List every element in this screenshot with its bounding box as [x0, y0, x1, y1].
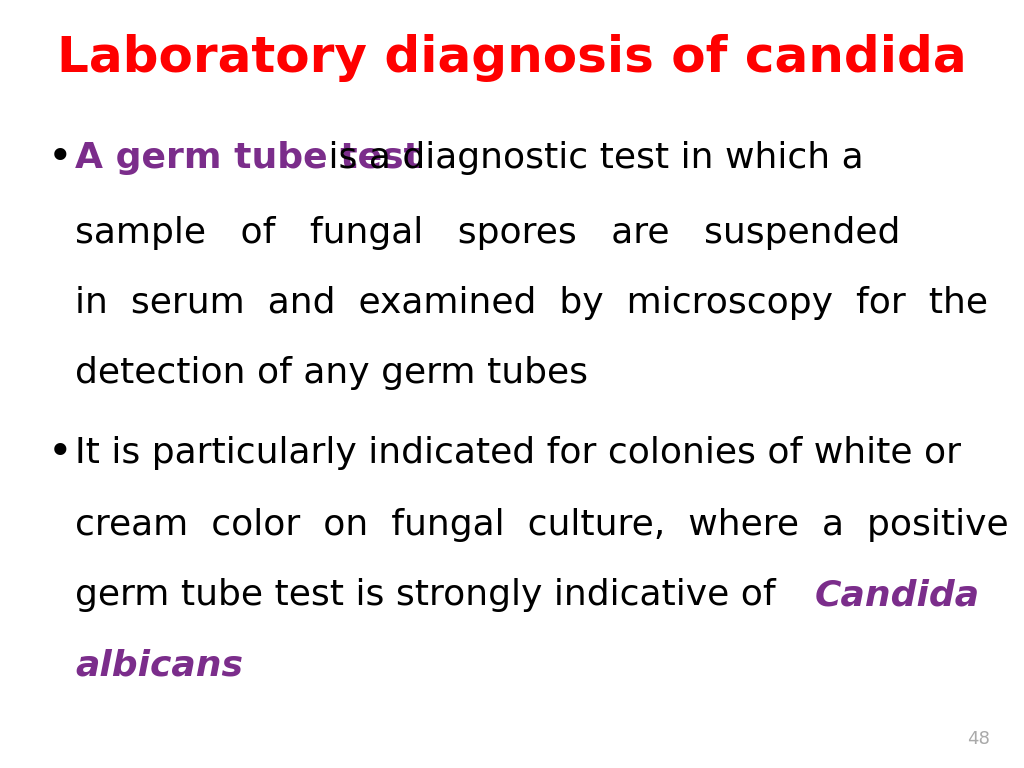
Text: is a diagnostic test in which a: is a diagnostic test in which a: [317, 141, 863, 175]
Text: cream  color  on  fungal  culture,  where  a  positive: cream color on fungal culture, where a p…: [75, 508, 1009, 542]
Text: •: •: [48, 432, 73, 474]
Text: A germ tube test: A germ tube test: [75, 141, 421, 175]
Text: germ tube test is strongly indicative of: germ tube test is strongly indicative of: [75, 578, 787, 612]
Text: albicans: albicans: [75, 648, 243, 682]
Text: in  serum  and  examined  by  microscopy  for  the: in serum and examined by microscopy for …: [75, 286, 988, 320]
Text: Candida: Candida: [815, 578, 980, 612]
Text: 48: 48: [967, 730, 990, 748]
Text: detection of any germ tubes: detection of any germ tubes: [75, 356, 588, 390]
Text: It is particularly indicated for colonies of white or: It is particularly indicated for colonie…: [75, 436, 961, 470]
Text: •: •: [48, 137, 73, 179]
Text: Laboratory diagnosis of candida: Laboratory diagnosis of candida: [57, 34, 967, 82]
Text: sample   of   fungal   spores   are   suspended: sample of fungal spores are suspended: [75, 216, 900, 250]
